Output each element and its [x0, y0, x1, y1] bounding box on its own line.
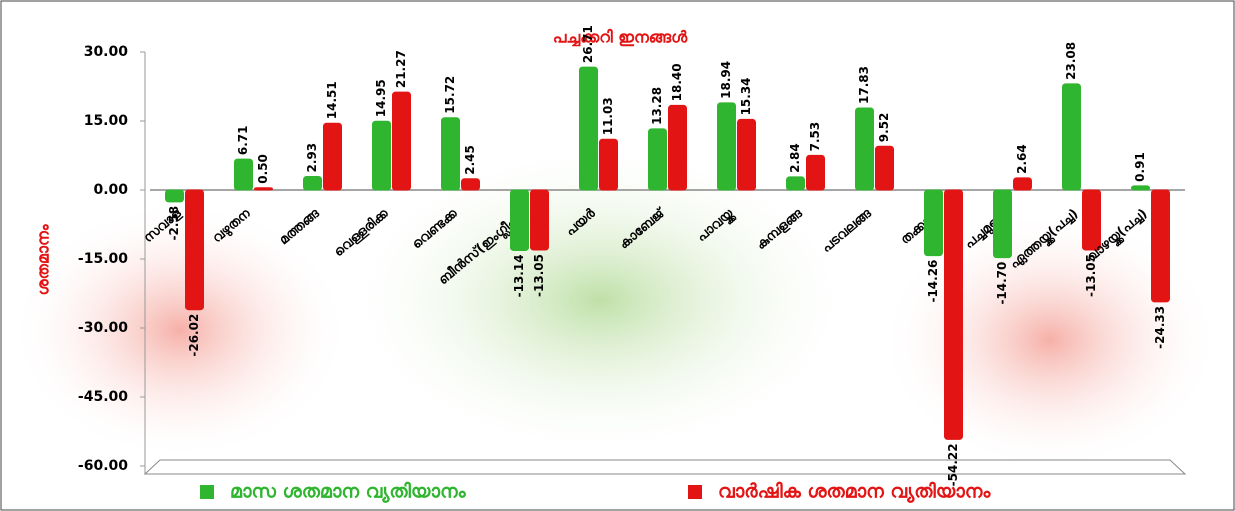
value-label: -13.05	[532, 254, 546, 297]
bar	[856, 108, 874, 190]
value-label: 0.50	[256, 154, 270, 184]
chart: പച്ചക്കറി ഇനങ്ങൾ ശതമാനം -60.00 -45.00 -30.…	[0, 0, 1235, 511]
value-label: 18.94	[719, 61, 733, 99]
bar	[531, 190, 549, 250]
legend-label: വാർഷിക ശതമാന വ്യതിയാനം	[718, 481, 991, 504]
y-tick-label: 30.00	[84, 44, 129, 60]
bar	[807, 155, 825, 190]
value-label: 2.64	[1015, 144, 1029, 174]
y-axis-title: ശതമാനം	[34, 223, 53, 295]
bar	[876, 146, 894, 190]
bar	[373, 121, 391, 190]
value-label: -13.14	[512, 254, 526, 297]
legend-swatch	[200, 485, 214, 499]
bar	[511, 190, 529, 250]
bar	[925, 190, 943, 256]
value-label: 11.03	[601, 97, 615, 135]
bar	[166, 190, 184, 202]
value-label: 14.95	[374, 79, 388, 117]
value-label: 15.34	[739, 77, 753, 115]
bar	[1132, 186, 1150, 190]
value-label: 7.53	[808, 122, 822, 152]
bar	[304, 177, 322, 190]
y-tick-label: -30.00	[78, 320, 128, 336]
bar	[393, 92, 411, 190]
value-label: 0.91	[1133, 152, 1147, 182]
y-tick-label: -15.00	[78, 251, 128, 267]
bar	[945, 190, 963, 439]
value-label: 26.71	[581, 25, 595, 63]
value-label: 23.08	[1064, 42, 1078, 80]
chart-title: പച്ചക്കറി ഇനങ്ങൾ	[553, 28, 688, 47]
bar	[718, 103, 736, 190]
bar	[442, 118, 460, 190]
bar	[1063, 84, 1081, 190]
legend-swatch	[688, 485, 702, 499]
value-label: 2.93	[305, 143, 319, 173]
value-label: 18.40	[670, 63, 684, 101]
bar	[1152, 190, 1170, 302]
bar	[994, 190, 1012, 258]
value-label: 9.52	[877, 113, 891, 143]
bar	[669, 105, 687, 190]
bar	[235, 159, 253, 190]
value-label: -14.70	[995, 262, 1009, 305]
bar	[649, 129, 667, 190]
bar	[324, 123, 342, 190]
value-label: 15.72	[443, 76, 457, 114]
y-tick-label: 0.00	[93, 182, 128, 198]
value-label: -26.02	[187, 314, 201, 357]
value-label: 14.51	[325, 81, 339, 119]
bar	[1014, 178, 1032, 190]
value-label: -2.58	[167, 206, 181, 241]
value-label: 17.83	[857, 66, 871, 104]
bar	[787, 177, 805, 190]
value-label: 13.28	[650, 87, 664, 125]
legend-label: മാസ ശതമാന വ്യതിയാനം	[230, 481, 467, 504]
bar	[600, 139, 618, 190]
bar	[462, 179, 480, 190]
value-label: -14.26	[926, 260, 940, 303]
value-label: 2.45	[463, 145, 477, 175]
bar	[580, 67, 598, 190]
value-label: 6.71	[236, 126, 250, 156]
value-label: 21.27	[394, 50, 408, 88]
bar	[738, 119, 756, 190]
value-label: -24.33	[1153, 306, 1167, 349]
value-label: 2.84	[788, 143, 802, 173]
y-tick-label: 15.00	[84, 113, 129, 129]
y-tick-label: -45.00	[78, 389, 128, 405]
y-tick-label: -60.00	[78, 458, 128, 474]
bar	[186, 190, 204, 310]
bar	[255, 188, 273, 190]
